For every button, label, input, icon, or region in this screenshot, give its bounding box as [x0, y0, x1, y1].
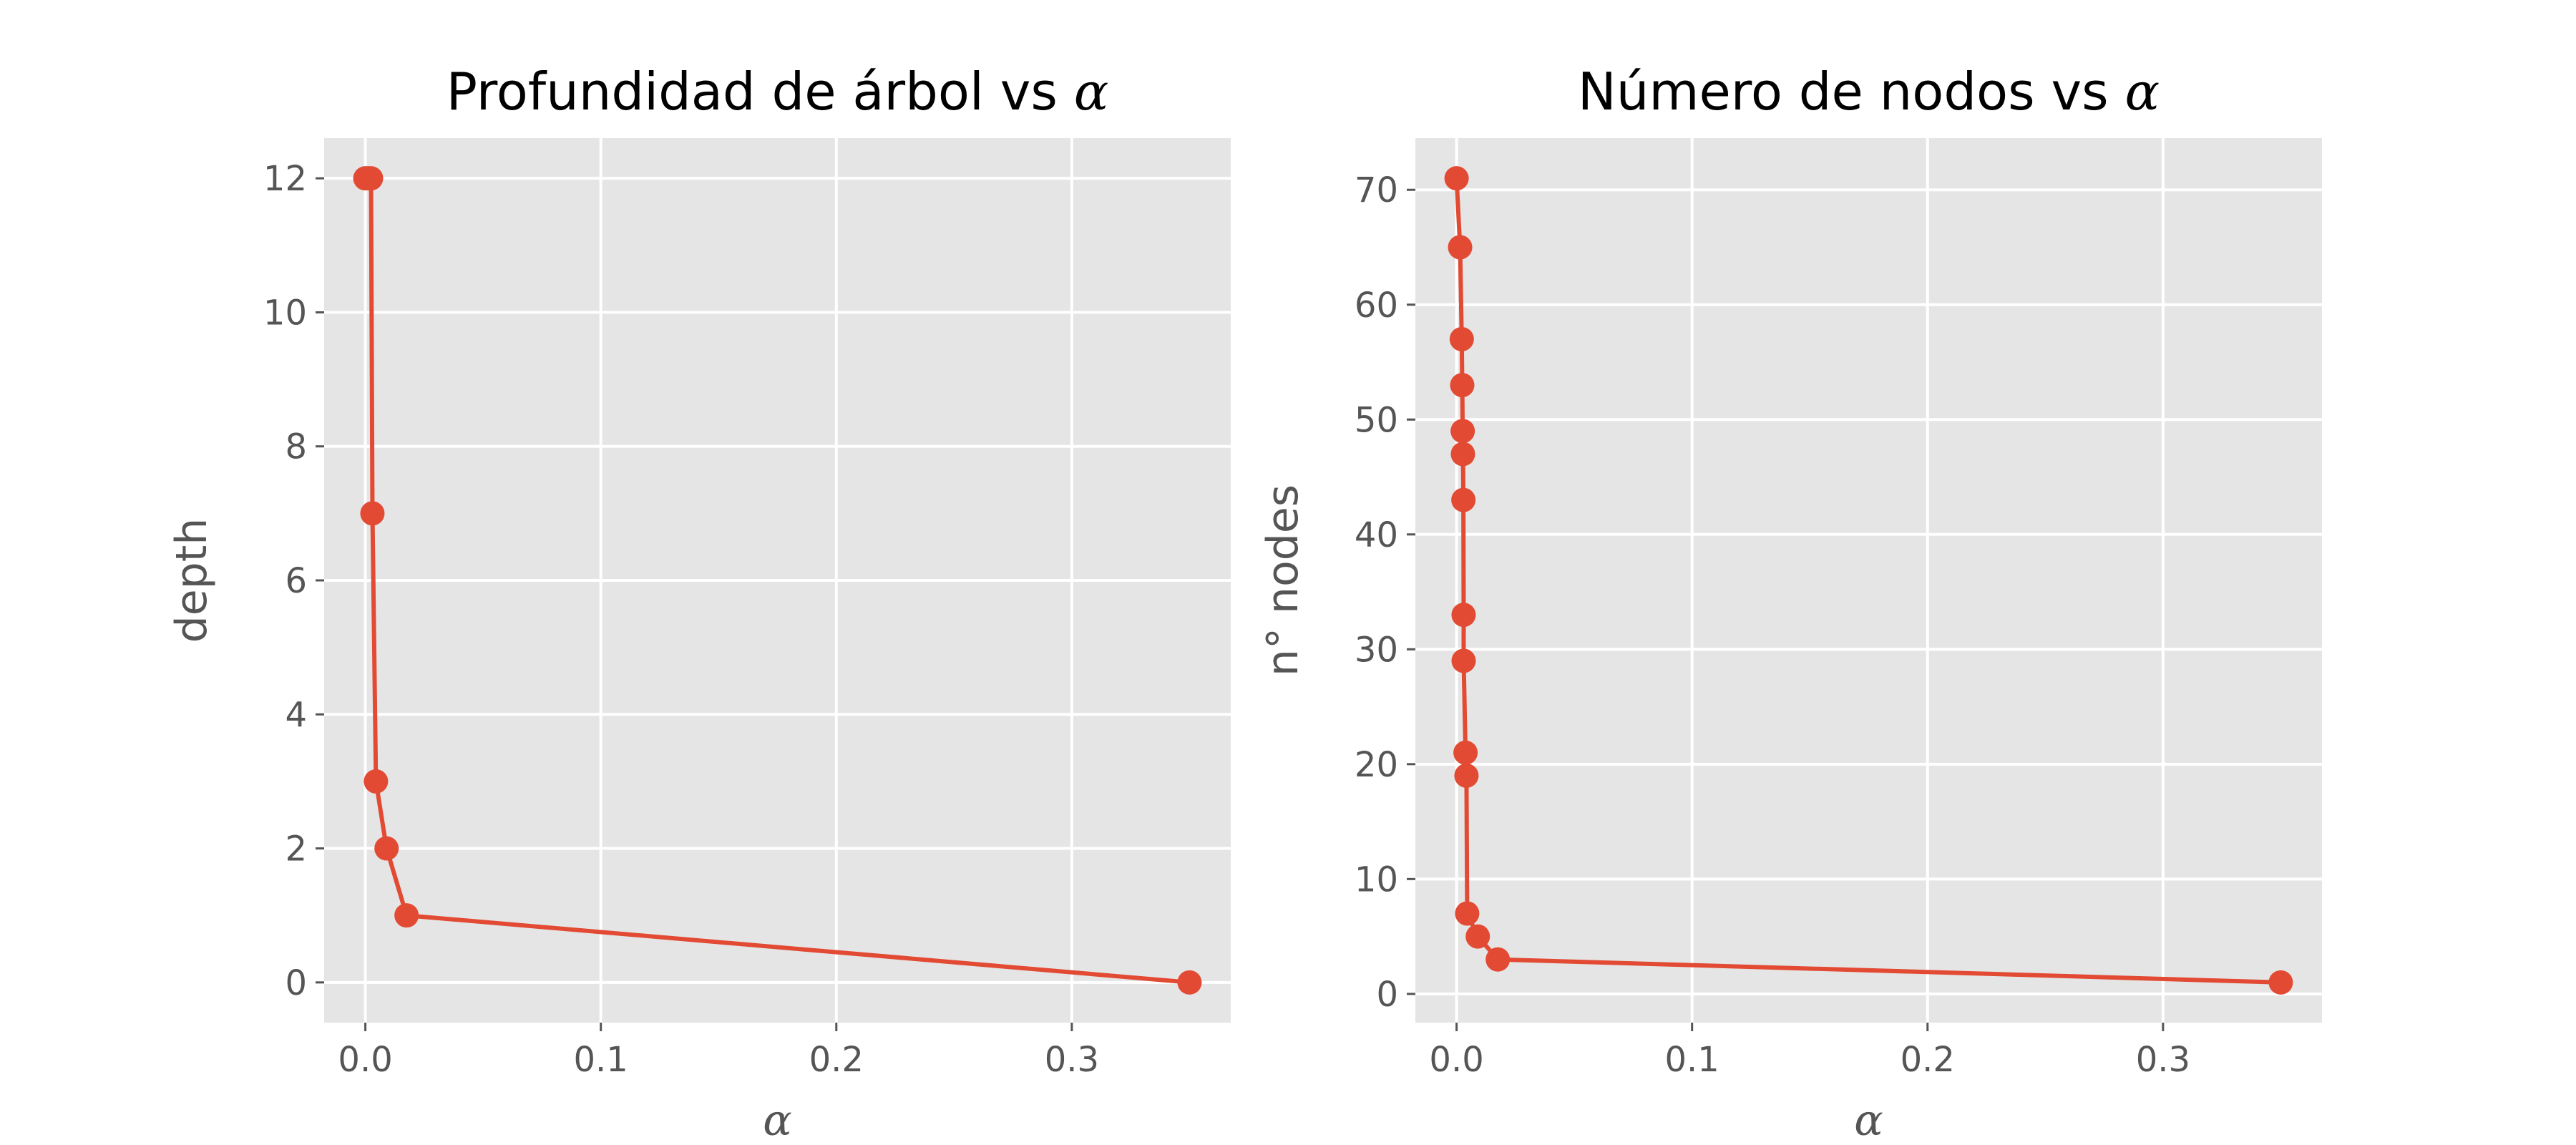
data-point — [1444, 166, 1469, 191]
data-point — [1465, 924, 1491, 949]
chart-title-text: Número de nodos vs — [1578, 62, 2109, 122]
grid — [324, 138, 1231, 1023]
y-tick-label: 0 — [1376, 975, 1398, 1015]
y-tick-label: 70 — [1355, 170, 1398, 210]
data-point — [1451, 648, 1476, 673]
y-tick-label: 8 — [285, 427, 307, 467]
y-tick-label: 20 — [1355, 745, 1398, 785]
data-point — [1448, 235, 1473, 260]
x-axis-label: α — [1854, 1096, 1883, 1145]
y-tick-label: 60 — [1355, 286, 1398, 326]
data-point — [360, 501, 385, 526]
data-point — [1450, 419, 1475, 444]
y-tick-label: 10 — [1355, 859, 1398, 900]
data-point — [1454, 763, 1479, 788]
chart-title-symbol: α — [2125, 62, 2160, 122]
data-point — [374, 836, 399, 861]
chart-title-text: Profundidad de árbol vs — [447, 62, 1058, 122]
data-point — [358, 166, 384, 191]
y-axis-label: n° nodes — [1258, 484, 1308, 676]
data-point — [1451, 487, 1476, 512]
x-axis-label: α — [763, 1096, 792, 1145]
y-tick-labels: 0 10 20 30 40 50 60 70 — [1355, 170, 1415, 1015]
y-tick-label: 40 — [1355, 515, 1398, 555]
y-tick-label: 50 — [1355, 400, 1398, 440]
x-tick-label: 0.0 — [338, 1040, 392, 1080]
x-tick-labels: 0.0 0.1 0.2 0.3 — [1429, 1023, 2190, 1080]
chart-title: Profundidad de árbol vs α — [447, 62, 1109, 122]
data-point — [1450, 373, 1475, 398]
data-point — [394, 903, 419, 928]
x-tick-label: 0.0 — [1429, 1040, 1483, 1080]
x-tick-label: 0.2 — [809, 1040, 864, 1080]
x-tick-label: 0.2 — [1901, 1040, 1955, 1080]
data-point — [364, 769, 389, 794]
data-point — [1485, 947, 1511, 972]
y-tick-label: 12 — [263, 159, 307, 199]
y-tick-label: 2 — [285, 829, 307, 869]
y-tick-labels: 0 2 4 6 8 10 12 — [263, 159, 324, 1003]
plot-area-background — [1415, 138, 2322, 1023]
x-tick-label: 0.1 — [1665, 1040, 1719, 1080]
x-tick-label: 0.3 — [1045, 1040, 1099, 1080]
x-tick-labels: 0.0 0.1 0.2 0.3 — [338, 1023, 1099, 1080]
grid — [1415, 138, 2322, 1023]
nodes-chart: 0.0 0.1 0.2 0.3 0 10 20 30 40 50 60 70 Número de n… — [1258, 62, 2322, 1145]
chart-title: Número de nodos vs α — [1578, 62, 2160, 122]
y-axis-label: depth — [167, 518, 217, 643]
data-point — [1449, 326, 1474, 351]
series — [353, 166, 1202, 995]
series — [1444, 166, 2293, 995]
y-tick-label: 0 — [285, 963, 307, 1003]
chart-title-symbol: α — [1074, 62, 1109, 122]
data-point — [1451, 603, 1476, 628]
depth-chart: 0.0 0.1 0.2 0.3 0 2 4 6 8 10 12 Profundidad de ár… — [167, 62, 1231, 1145]
data-point — [1453, 740, 1478, 765]
data-point — [2268, 970, 2293, 995]
x-tick-label: 0.1 — [574, 1040, 628, 1080]
y-tick-label: 6 — [285, 561, 307, 601]
y-tick-label: 30 — [1355, 630, 1398, 670]
x-tick-label: 0.3 — [2136, 1040, 2190, 1080]
data-point — [1455, 901, 1480, 926]
data-point — [1450, 442, 1475, 467]
y-tick-label: 10 — [263, 293, 307, 333]
data-point — [1177, 970, 1202, 995]
y-tick-label: 4 — [285, 695, 307, 735]
